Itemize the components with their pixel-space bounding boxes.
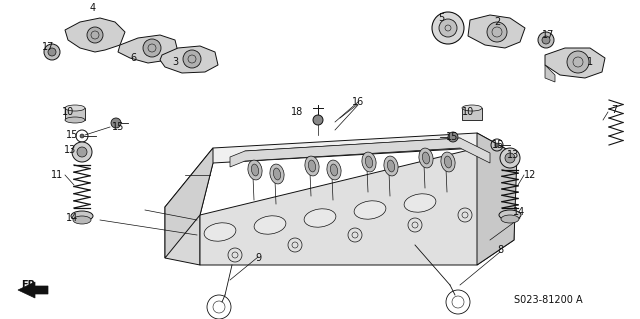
Ellipse shape [254, 216, 286, 234]
Text: 11: 11 [51, 170, 63, 180]
Ellipse shape [384, 156, 398, 176]
Circle shape [111, 118, 121, 128]
Text: 4: 4 [90, 3, 96, 13]
Polygon shape [65, 18, 125, 52]
Text: 2: 2 [494, 17, 500, 27]
Ellipse shape [305, 156, 319, 176]
Circle shape [505, 153, 515, 163]
Text: 15: 15 [492, 140, 504, 150]
Ellipse shape [270, 164, 284, 184]
Text: 6: 6 [130, 53, 136, 63]
Ellipse shape [419, 148, 433, 168]
Text: FR.: FR. [21, 280, 39, 290]
Ellipse shape [204, 223, 236, 241]
Ellipse shape [273, 168, 280, 180]
Ellipse shape [422, 152, 429, 164]
Circle shape [567, 51, 589, 73]
Text: 10: 10 [462, 107, 474, 117]
Ellipse shape [304, 209, 336, 227]
Polygon shape [462, 108, 482, 120]
Circle shape [77, 147, 87, 157]
Circle shape [72, 142, 92, 162]
Text: 17: 17 [542, 30, 554, 40]
Circle shape [432, 12, 464, 44]
Circle shape [183, 50, 201, 68]
Ellipse shape [444, 156, 452, 168]
Polygon shape [165, 207, 200, 265]
Ellipse shape [362, 152, 376, 172]
Ellipse shape [404, 194, 436, 212]
Text: S023-81200 A: S023-81200 A [514, 295, 582, 305]
Ellipse shape [441, 152, 455, 172]
Circle shape [538, 32, 554, 48]
Text: 12: 12 [524, 170, 536, 180]
Polygon shape [118, 35, 178, 63]
Text: 9: 9 [255, 253, 261, 263]
Circle shape [542, 36, 550, 44]
Circle shape [80, 134, 84, 138]
Polygon shape [477, 133, 517, 265]
Text: 8: 8 [497, 245, 503, 255]
Circle shape [313, 115, 323, 125]
Polygon shape [230, 138, 490, 167]
Text: 15: 15 [446, 132, 458, 142]
Text: 18: 18 [291, 107, 303, 117]
Polygon shape [468, 15, 525, 48]
Text: 13: 13 [64, 145, 76, 155]
Circle shape [87, 27, 103, 43]
Polygon shape [545, 65, 555, 82]
Circle shape [439, 19, 457, 37]
Text: 1: 1 [587, 57, 593, 67]
Circle shape [495, 143, 499, 147]
Ellipse shape [354, 201, 386, 219]
Polygon shape [545, 48, 605, 78]
Text: 14: 14 [66, 213, 78, 223]
Ellipse shape [330, 164, 338, 176]
Ellipse shape [248, 160, 262, 180]
Text: 5: 5 [438, 13, 444, 23]
Circle shape [500, 148, 520, 168]
Ellipse shape [387, 160, 395, 172]
Polygon shape [165, 133, 517, 215]
Polygon shape [160, 46, 218, 73]
Ellipse shape [308, 160, 316, 172]
Polygon shape [200, 148, 514, 265]
Circle shape [448, 132, 458, 142]
Ellipse shape [327, 160, 341, 180]
Ellipse shape [501, 215, 519, 223]
Text: 7: 7 [611, 105, 617, 115]
Text: 15: 15 [66, 130, 78, 140]
Text: 14: 14 [513, 207, 525, 217]
Polygon shape [18, 282, 48, 298]
Circle shape [48, 48, 56, 56]
Circle shape [44, 44, 60, 60]
Ellipse shape [462, 105, 482, 111]
Ellipse shape [65, 105, 85, 111]
Circle shape [143, 39, 161, 57]
Polygon shape [65, 108, 85, 120]
Text: 13: 13 [507, 150, 519, 160]
Ellipse shape [499, 210, 521, 220]
Ellipse shape [365, 156, 372, 168]
Circle shape [487, 22, 507, 42]
Polygon shape [165, 148, 213, 258]
Text: 16: 16 [352, 97, 364, 107]
Text: 17: 17 [42, 42, 54, 52]
Text: 15: 15 [112, 122, 124, 132]
Ellipse shape [71, 211, 93, 221]
Ellipse shape [65, 117, 85, 123]
Text: 10: 10 [62, 107, 74, 117]
Ellipse shape [73, 216, 91, 224]
Ellipse shape [252, 164, 259, 176]
Text: 3: 3 [172, 57, 178, 67]
